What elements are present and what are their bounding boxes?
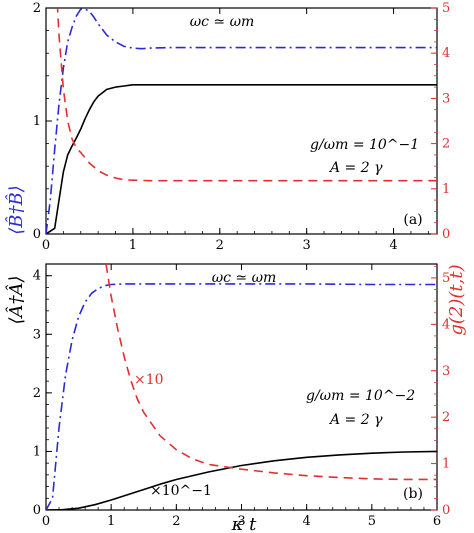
panel-a-A-annotation: A = 2 γ bbox=[328, 160, 383, 176]
panel-a-label: (a) bbox=[403, 212, 422, 228]
x-tick-label: 6 bbox=[433, 514, 441, 529]
panel-a-g-annotation: g/ωm = 10^−1 bbox=[310, 137, 419, 153]
panel-b-x10-annotation: ×10 bbox=[134, 372, 164, 388]
y-right-tick-label: 1 bbox=[442, 457, 450, 472]
y-right-tick-label: 0 bbox=[442, 503, 450, 518]
y-left-tick-label: 1 bbox=[33, 444, 41, 459]
panel-a-frame bbox=[45, 7, 438, 235]
y-right-tick-label: 4 bbox=[442, 46, 450, 61]
x-tick-label: 4 bbox=[389, 238, 397, 253]
x-tick-label: 5 bbox=[368, 514, 376, 529]
y-right-tick-label: 3 bbox=[442, 91, 450, 106]
left-axis-title-a: ⟨B̂†B̂⟩ bbox=[5, 185, 27, 235]
panel-b-top-annotation: ωc ≃ ωm bbox=[212, 270, 277, 286]
y-left-tick-label: 0 bbox=[33, 227, 41, 242]
series-line-solid bbox=[46, 450, 437, 510]
y-right-tick-label: 0 bbox=[442, 227, 450, 242]
y-left-tick-label: 2 bbox=[33, 1, 41, 16]
y-left-tick-label: 1 bbox=[33, 114, 41, 129]
y-right-tick-label: 1 bbox=[442, 182, 450, 197]
x-tick-label: 0 bbox=[42, 514, 50, 529]
panel-a-top-annotation: ωc ≃ ωm bbox=[190, 14, 255, 30]
panel-a-series bbox=[46, 8, 437, 234]
y-left-tick-label: 3 bbox=[33, 327, 41, 342]
y-right-tick-label: 2 bbox=[442, 137, 450, 152]
right-axis-title: g(2)(t,t) bbox=[446, 264, 467, 335]
panel-b-frame bbox=[45, 263, 438, 511]
series-line-solid bbox=[46, 84, 437, 234]
x-tick-label: 3 bbox=[237, 514, 245, 529]
panel-b-g-annotation: g/ωm = 10^−2 bbox=[306, 388, 415, 404]
y-right-tick-label: 5 bbox=[442, 271, 450, 286]
series-line-dashdot bbox=[46, 283, 437, 510]
panel-b-series bbox=[46, 264, 437, 510]
x-tick-label: 1 bbox=[129, 238, 137, 253]
series-line-dashed bbox=[56, 8, 437, 182]
y-right-tick-label: 3 bbox=[442, 364, 450, 379]
panel-b-label: (b) bbox=[403, 486, 423, 502]
x-tick-label: 2 bbox=[172, 514, 180, 529]
x-tick-label: 1 bbox=[107, 514, 115, 529]
y-left-tick-label: 0 bbox=[33, 503, 41, 518]
y-right-tick-label: 4 bbox=[442, 317, 450, 332]
series-line-dashdot bbox=[46, 8, 437, 234]
x-tick-label: 2 bbox=[216, 238, 224, 253]
panel-b-A-annotation: A = 2 γ bbox=[328, 412, 383, 428]
y-left-tick-label: 4 bbox=[33, 269, 41, 284]
x-tick-label: 4 bbox=[303, 514, 311, 529]
panel-a-ticks: 0 1 2 3 4 0 1 2 0 1 2 3 4 5 bbox=[33, 1, 451, 253]
panel-a: 0 1 2 3 4 0 1 2 0 1 2 3 4 5 ωc ≃ ωm g/ωm = 10^−1 A = … bbox=[33, 1, 451, 253]
x-tick-label: 3 bbox=[303, 238, 311, 253]
y-right-tick-label: 5 bbox=[442, 1, 450, 16]
left-axis-title-b: ⟨Â†Â⟩ bbox=[4, 275, 27, 324]
panel-b-x01-annotation: ×10^−1 bbox=[150, 483, 212, 499]
x-tick-label: 0 bbox=[42, 238, 50, 253]
y-left-tick-label: 2 bbox=[33, 386, 41, 401]
x-axis-title: κ t bbox=[231, 514, 258, 533]
series-line-dashed bbox=[105, 264, 437, 481]
y-right-tick-label: 2 bbox=[442, 410, 450, 425]
